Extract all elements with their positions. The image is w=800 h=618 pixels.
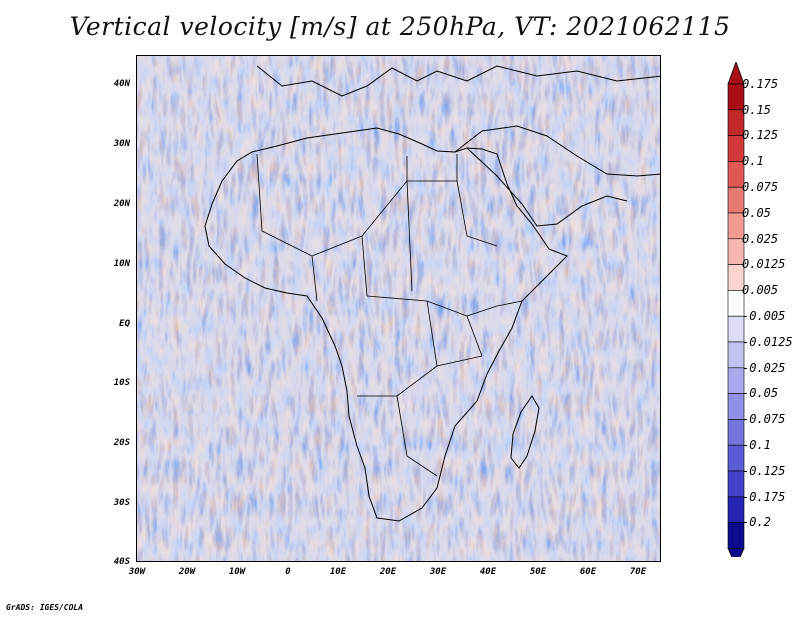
arabia-coastline	[454, 125, 660, 227]
lon-label-10w: 10W	[228, 567, 246, 577]
map-plot-area	[136, 55, 661, 562]
lon-label-70e: 70E	[629, 567, 647, 577]
colorbar-label: -0.005	[742, 309, 786, 323]
lon-label-60e: 60E	[579, 567, 597, 577]
colorbar-label: -0.1	[742, 438, 771, 452]
velocity-field-map	[137, 56, 660, 561]
velocity-field-streaks	[137, 56, 660, 561]
colorbar-label: 0.175	[742, 76, 779, 91]
lat-label-40n: 40N	[113, 79, 130, 89]
map-title: Vertical velocity [m/s] at 250hPa, VT: 2…	[69, 12, 731, 41]
colorbar-swatches	[727, 62, 745, 557]
lon-label-50e: 50E	[529, 567, 547, 577]
colorbar-label: 0.075	[742, 180, 779, 194]
lat-label-20s: 20S	[113, 438, 130, 448]
colorbar-label: 0.005	[742, 283, 779, 298]
colorbar-arrow-bottom	[727, 548, 745, 557]
colorbar-label: 0.0125	[742, 257, 786, 272]
grads-credit: GrADS: IGES/COLA	[6, 603, 84, 612]
colorbar	[727, 62, 745, 557]
europe-coastline	[256, 65, 660, 97]
lon-label-20w: 20W	[178, 567, 196, 577]
lon-label-30e: 30E	[429, 567, 447, 577]
country-borders	[256, 153, 523, 477]
colorbar-label: 0.05	[742, 205, 771, 220]
colorbar-label: 0.15	[742, 102, 771, 117]
colorbar-label: -0.025	[742, 360, 786, 375]
colorbar-label: -0.075	[742, 412, 786, 427]
colorbar-label: -0.0125	[742, 334, 793, 349]
colorbar-label: -0.2	[742, 515, 771, 530]
lon-label-10e: 10E	[329, 567, 347, 577]
lat-label-40s: 40S	[113, 557, 130, 567]
lat-label-10s: 10S	[113, 378, 130, 388]
lon-label-40e: 40E	[479, 567, 497, 577]
colorbar-label: -0.05	[742, 386, 779, 401]
lat-label-10n: 10N	[113, 259, 130, 269]
colorbar-label: -0.125	[742, 463, 786, 478]
lon-label-30w: 30W	[128, 567, 146, 577]
colorbar-label: 0.125	[742, 128, 779, 143]
lat-label-30s: 30S	[113, 498, 130, 508]
africa-coastline	[204, 127, 568, 522]
colorbar-label: 0.025	[742, 231, 779, 246]
colorbar-label: 0.1	[742, 154, 764, 169]
lon-label-20e: 20E	[379, 567, 397, 577]
colorbar-label: -0.175	[742, 489, 786, 504]
lat-label-eq: EQ	[119, 319, 130, 329]
lon-label-0: 0	[285, 567, 291, 577]
madagascar-coastline	[510, 395, 540, 469]
lat-label-20n: 20N	[113, 199, 130, 209]
lat-label-30n: 30N	[113, 139, 130, 149]
